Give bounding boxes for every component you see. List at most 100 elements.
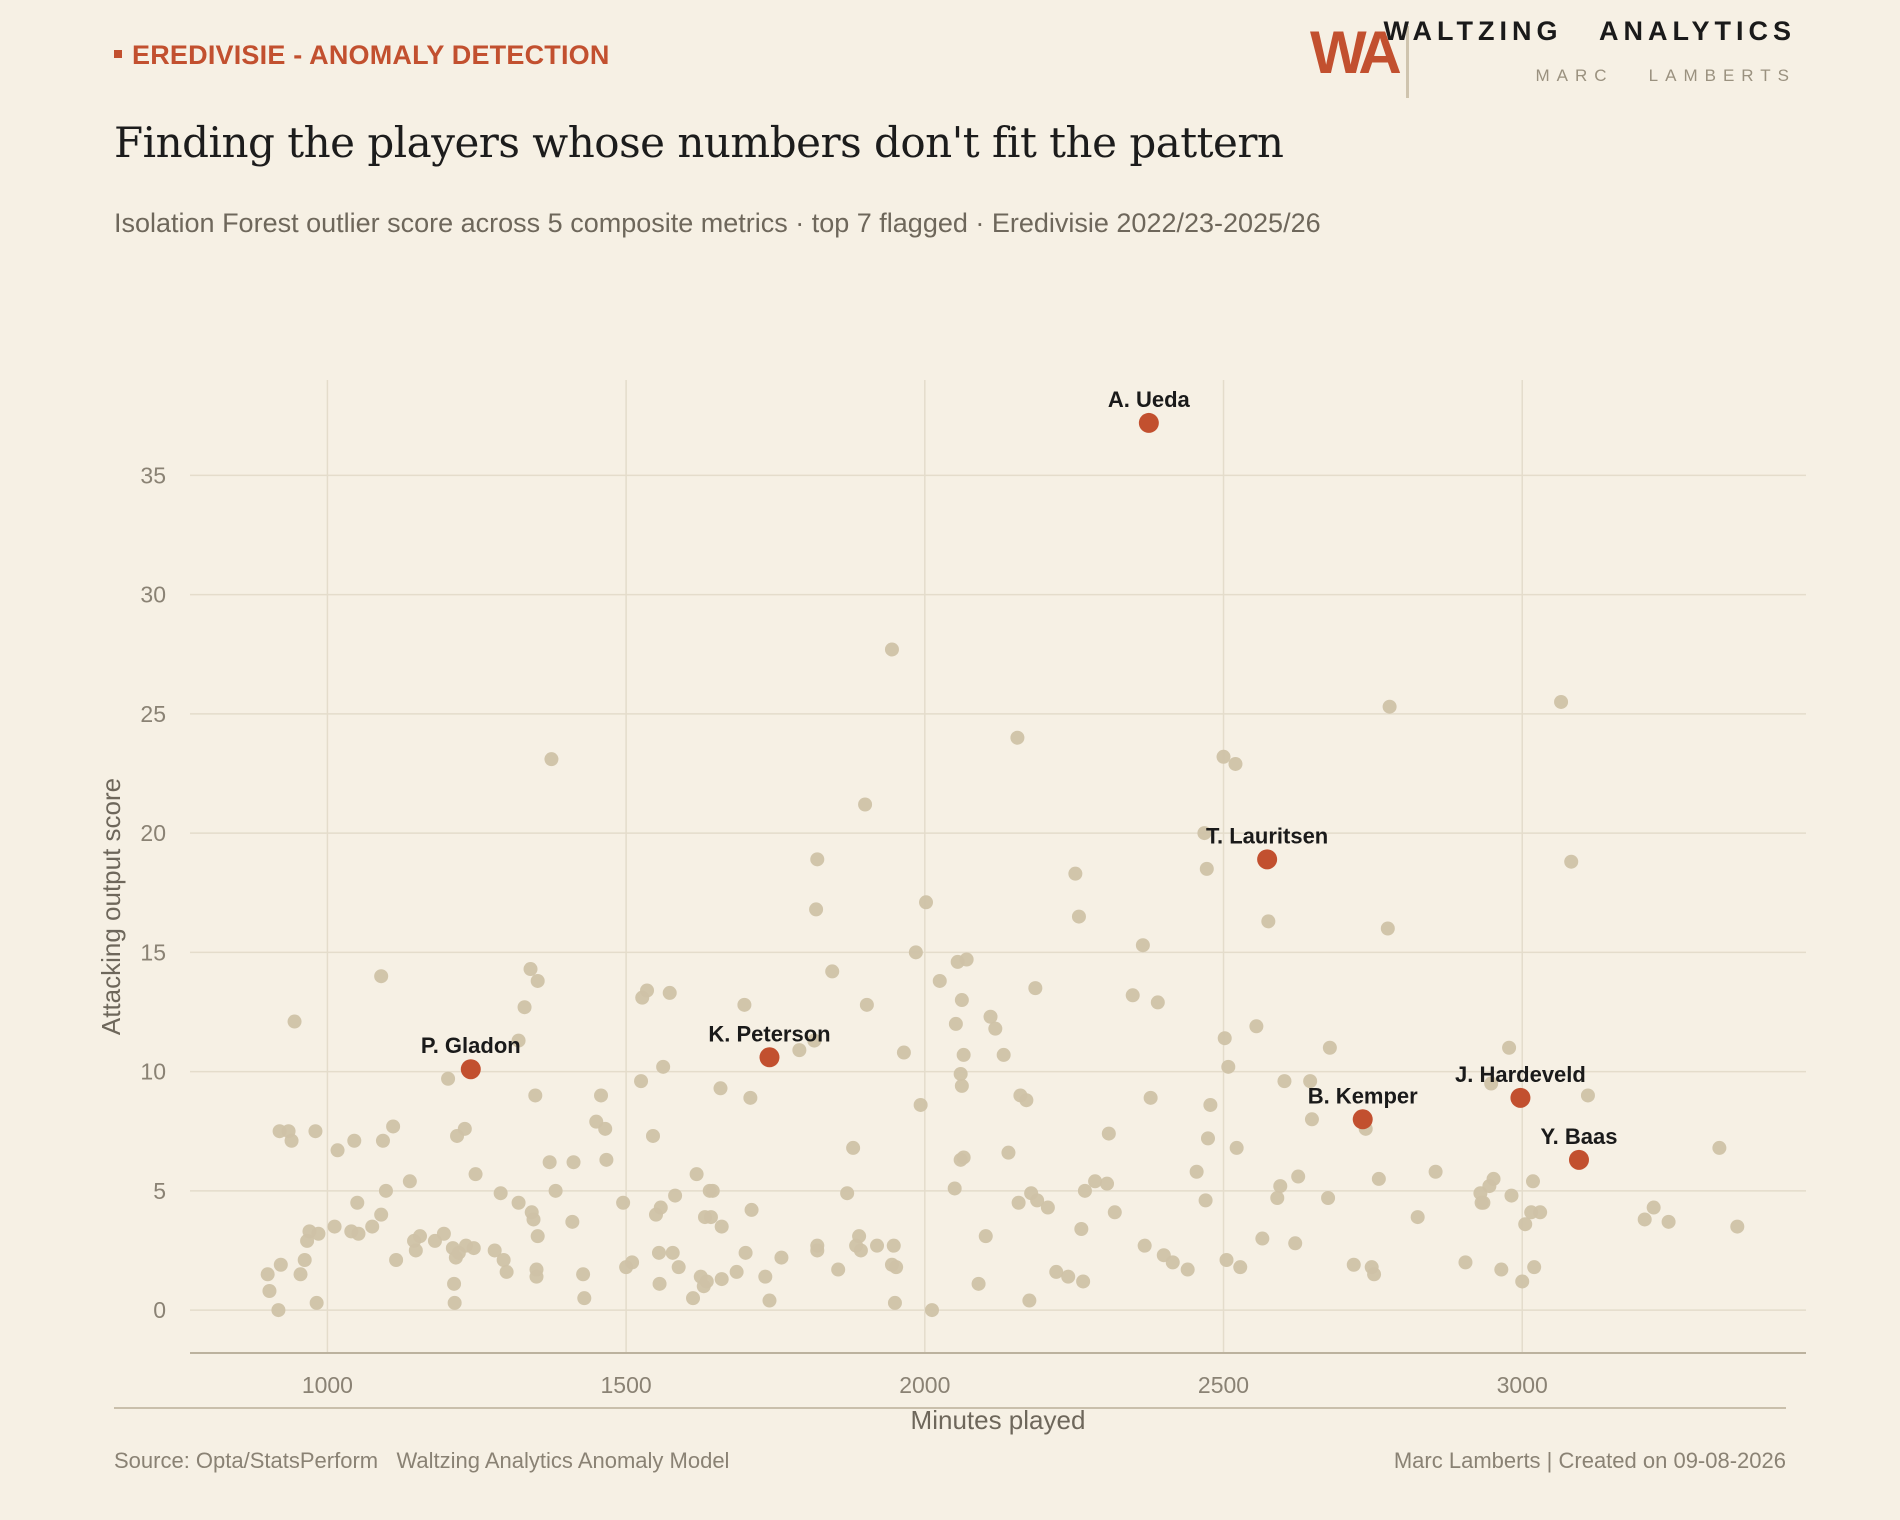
data-point	[1504, 1188, 1519, 1203]
data-point	[1564, 854, 1579, 869]
data-point	[544, 752, 559, 767]
data-point	[662, 985, 677, 1000]
data-point	[640, 983, 655, 998]
data-point	[729, 1264, 744, 1279]
footer-divider	[114, 1407, 1786, 1409]
data-point	[653, 1200, 668, 1215]
data-point	[1101, 1126, 1116, 1141]
data-point	[1322, 1040, 1337, 1055]
data-point	[948, 1016, 963, 1031]
data-point	[447, 1295, 462, 1310]
brand-author: MARC LAMBERTS	[1535, 66, 1796, 85]
data-point	[1165, 1255, 1180, 1270]
axes: 0 5 10 15 20 25 30 35 1000 1500 2000 2500 3000 Minute…	[96, 462, 1806, 1435]
data-point	[809, 902, 824, 917]
data-point	[825, 964, 840, 979]
data-point	[1198, 1193, 1213, 1208]
data-point	[1203, 1097, 1218, 1112]
data-point	[1076, 1274, 1091, 1289]
x-tick-label: 1500	[601, 1372, 652, 1398]
data-point	[1217, 1031, 1232, 1046]
data-point	[852, 1229, 867, 1244]
data-point	[511, 1033, 526, 1048]
brand-logo: WA	[1310, 19, 1402, 86]
x-tick-label: 1000	[302, 1372, 353, 1398]
data-point	[1074, 1221, 1089, 1236]
data-point	[1410, 1210, 1425, 1225]
point-label: T. Lauritsen	[1206, 823, 1328, 848]
data-point	[351, 1226, 366, 1241]
data-point	[1255, 1231, 1270, 1246]
data-point	[858, 797, 873, 812]
data-point	[1219, 1252, 1234, 1267]
data-point	[956, 1047, 971, 1062]
data-point	[1071, 909, 1086, 924]
data-point	[327, 1219, 342, 1234]
data-point	[996, 1047, 1011, 1062]
data-point	[311, 1226, 326, 1241]
data-point	[1346, 1257, 1361, 1272]
data-point	[886, 1238, 901, 1253]
data-point	[350, 1195, 365, 1210]
data-point	[1107, 1205, 1122, 1220]
data-point	[1428, 1164, 1443, 1179]
kicker-square-icon	[114, 49, 122, 58]
chart-subtitle: Isolation Forest outlier score across 5 …	[114, 208, 1321, 238]
data-point	[703, 1210, 718, 1225]
data-point	[1367, 1267, 1382, 1282]
data-point	[1199, 861, 1214, 876]
data-point	[810, 1243, 825, 1258]
data-point	[468, 1167, 483, 1182]
data-point	[1135, 938, 1150, 953]
data-point	[1028, 981, 1043, 996]
data-point	[1216, 749, 1231, 764]
data-point	[1502, 1040, 1517, 1055]
data-point	[1143, 1090, 1158, 1105]
highlighted-point	[460, 1059, 481, 1080]
data-point	[1554, 694, 1569, 709]
data-point	[1288, 1236, 1303, 1251]
data-point	[924, 1303, 939, 1318]
data-point	[1580, 1088, 1595, 1103]
data-point	[846, 1140, 861, 1155]
data-point	[1125, 988, 1140, 1003]
data-point	[1040, 1200, 1055, 1215]
data-point	[523, 962, 538, 977]
x-tick-label: 2500	[1198, 1372, 1249, 1398]
data-point	[831, 1262, 846, 1277]
data-point	[665, 1245, 680, 1260]
y-tick-label: 20	[140, 820, 166, 846]
data-point	[616, 1195, 631, 1210]
data-point	[309, 1295, 324, 1310]
point-label: A. Ueda	[1108, 387, 1191, 412]
data-point	[548, 1183, 563, 1198]
data-point	[645, 1128, 660, 1143]
data-point	[499, 1264, 514, 1279]
data-point	[1221, 1059, 1236, 1074]
point-label: J. Hardeveld	[1455, 1062, 1586, 1087]
kicker: EREDIVISIE - ANOMALY DETECTION	[114, 40, 610, 71]
data-point	[971, 1276, 986, 1291]
data-point	[1150, 995, 1165, 1010]
data-point	[762, 1293, 777, 1308]
data-point	[671, 1260, 686, 1275]
data-point	[1200, 1131, 1215, 1146]
data-point	[293, 1267, 308, 1282]
data-point	[565, 1214, 580, 1229]
data-point	[1228, 756, 1243, 771]
data-point	[577, 1291, 592, 1306]
data-point	[1233, 1260, 1248, 1275]
data-point	[954, 993, 969, 1008]
source-note: Source: Opta/StatsPerform Waltzing Analy…	[114, 1448, 730, 1473]
data-point	[889, 1260, 904, 1275]
data-point	[956, 1150, 971, 1165]
data-point	[517, 1000, 532, 1015]
y-tick-label: 5	[153, 1178, 166, 1204]
data-point	[511, 1195, 526, 1210]
data-point	[374, 1207, 389, 1222]
y-tick-label: 0	[153, 1297, 166, 1323]
data-point	[870, 1238, 885, 1253]
data-point	[1189, 1164, 1204, 1179]
point-label: B. Kemper	[1308, 1083, 1418, 1108]
data-point	[859, 997, 874, 1012]
